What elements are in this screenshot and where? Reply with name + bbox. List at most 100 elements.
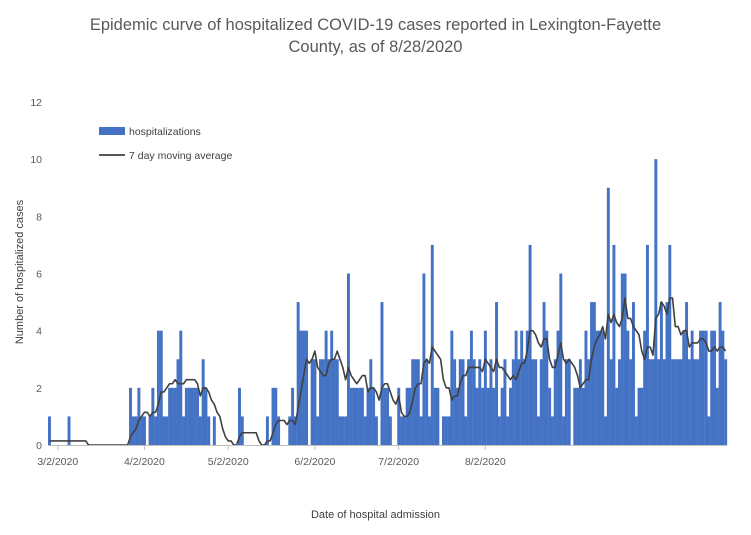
bar — [685, 302, 689, 445]
bar — [316, 416, 320, 445]
bar — [673, 359, 677, 445]
bar — [400, 416, 404, 445]
bar — [414, 359, 417, 445]
bar — [165, 416, 169, 445]
bar — [699, 330, 702, 445]
bar — [168, 387, 172, 445]
bar — [428, 416, 431, 445]
bar — [352, 387, 356, 445]
bar — [419, 416, 423, 445]
bar — [651, 359, 655, 445]
bar — [710, 330, 714, 445]
bar — [478, 359, 482, 445]
bar — [721, 330, 725, 445]
bar — [458, 359, 462, 445]
bar — [657, 359, 661, 445]
bar — [643, 330, 647, 445]
bar — [447, 416, 451, 445]
bar — [346, 273, 350, 445]
bar — [313, 359, 317, 445]
bar — [567, 359, 571, 445]
bar — [618, 359, 621, 445]
bar — [467, 359, 471, 445]
bar — [450, 330, 454, 445]
bar — [296, 302, 300, 445]
bar — [648, 359, 652, 445]
bar — [492, 387, 496, 445]
bar — [131, 416, 135, 445]
bar — [500, 387, 504, 445]
bar — [129, 387, 132, 445]
y-tick-label: 10 — [30, 154, 42, 166]
bar-series — [48, 159, 728, 446]
bar — [503, 359, 507, 445]
bar — [576, 387, 580, 445]
bar — [511, 359, 515, 445]
bar — [704, 330, 708, 445]
bar — [592, 302, 596, 445]
x-tick-label: 5/2/2020 — [208, 456, 249, 468]
bar — [349, 387, 353, 445]
bar — [514, 330, 518, 445]
x-tick-label: 4/2/2020 — [124, 456, 165, 468]
bar — [184, 387, 188, 445]
bar — [358, 387, 362, 445]
bar — [724, 359, 728, 445]
bar — [291, 387, 295, 445]
bar — [659, 302, 663, 445]
axes: 0 2 4 6 8 10 12 3/2/2020 4/2/2020 5/2/2020 6/2/202… — [30, 97, 727, 468]
bar — [187, 387, 191, 445]
bar — [632, 302, 635, 445]
bar — [534, 359, 538, 445]
bar — [162, 416, 166, 445]
moving-average-series — [49, 297, 727, 446]
bar — [601, 330, 605, 445]
bar — [595, 330, 599, 445]
bar — [517, 359, 521, 445]
x-tick-label: 3/2/2020 — [37, 456, 78, 468]
bar — [374, 416, 378, 445]
bar — [637, 387, 641, 445]
bar — [707, 416, 711, 445]
bar — [48, 416, 51, 445]
legend-label-hospitalizations: hospitalizations — [129, 126, 201, 138]
bar — [148, 416, 152, 445]
bar — [509, 387, 512, 445]
bar — [369, 359, 373, 445]
bar — [240, 416, 244, 445]
bar — [436, 387, 440, 445]
bar — [416, 359, 420, 445]
bar — [640, 387, 644, 445]
bar — [444, 416, 448, 445]
bar — [455, 387, 459, 445]
bar — [506, 416, 510, 445]
bar — [310, 359, 314, 445]
bar — [550, 416, 554, 445]
bar — [615, 387, 619, 445]
bar — [333, 359, 336, 445]
bar — [151, 387, 155, 445]
bar — [277, 416, 281, 445]
bar — [143, 416, 146, 445]
bar — [402, 416, 406, 445]
bar — [372, 387, 376, 445]
bar — [531, 359, 535, 445]
bar — [140, 416, 144, 445]
bar — [486, 387, 490, 445]
bar — [590, 302, 594, 445]
bar — [170, 387, 174, 445]
bar — [383, 387, 387, 445]
bar — [472, 359, 476, 445]
bar — [634, 416, 638, 445]
bar — [430, 244, 434, 445]
bar — [154, 416, 158, 445]
bar — [715, 387, 719, 445]
bar — [176, 359, 180, 445]
bar — [453, 359, 457, 445]
chart-title: Epidemic curve of hospitalized COVID-19 … — [20, 14, 731, 58]
x-tick-label: 7/2/2020 — [378, 456, 419, 468]
bar — [604, 416, 607, 445]
legend-label-moving-average: 7 day moving average — [129, 150, 232, 162]
